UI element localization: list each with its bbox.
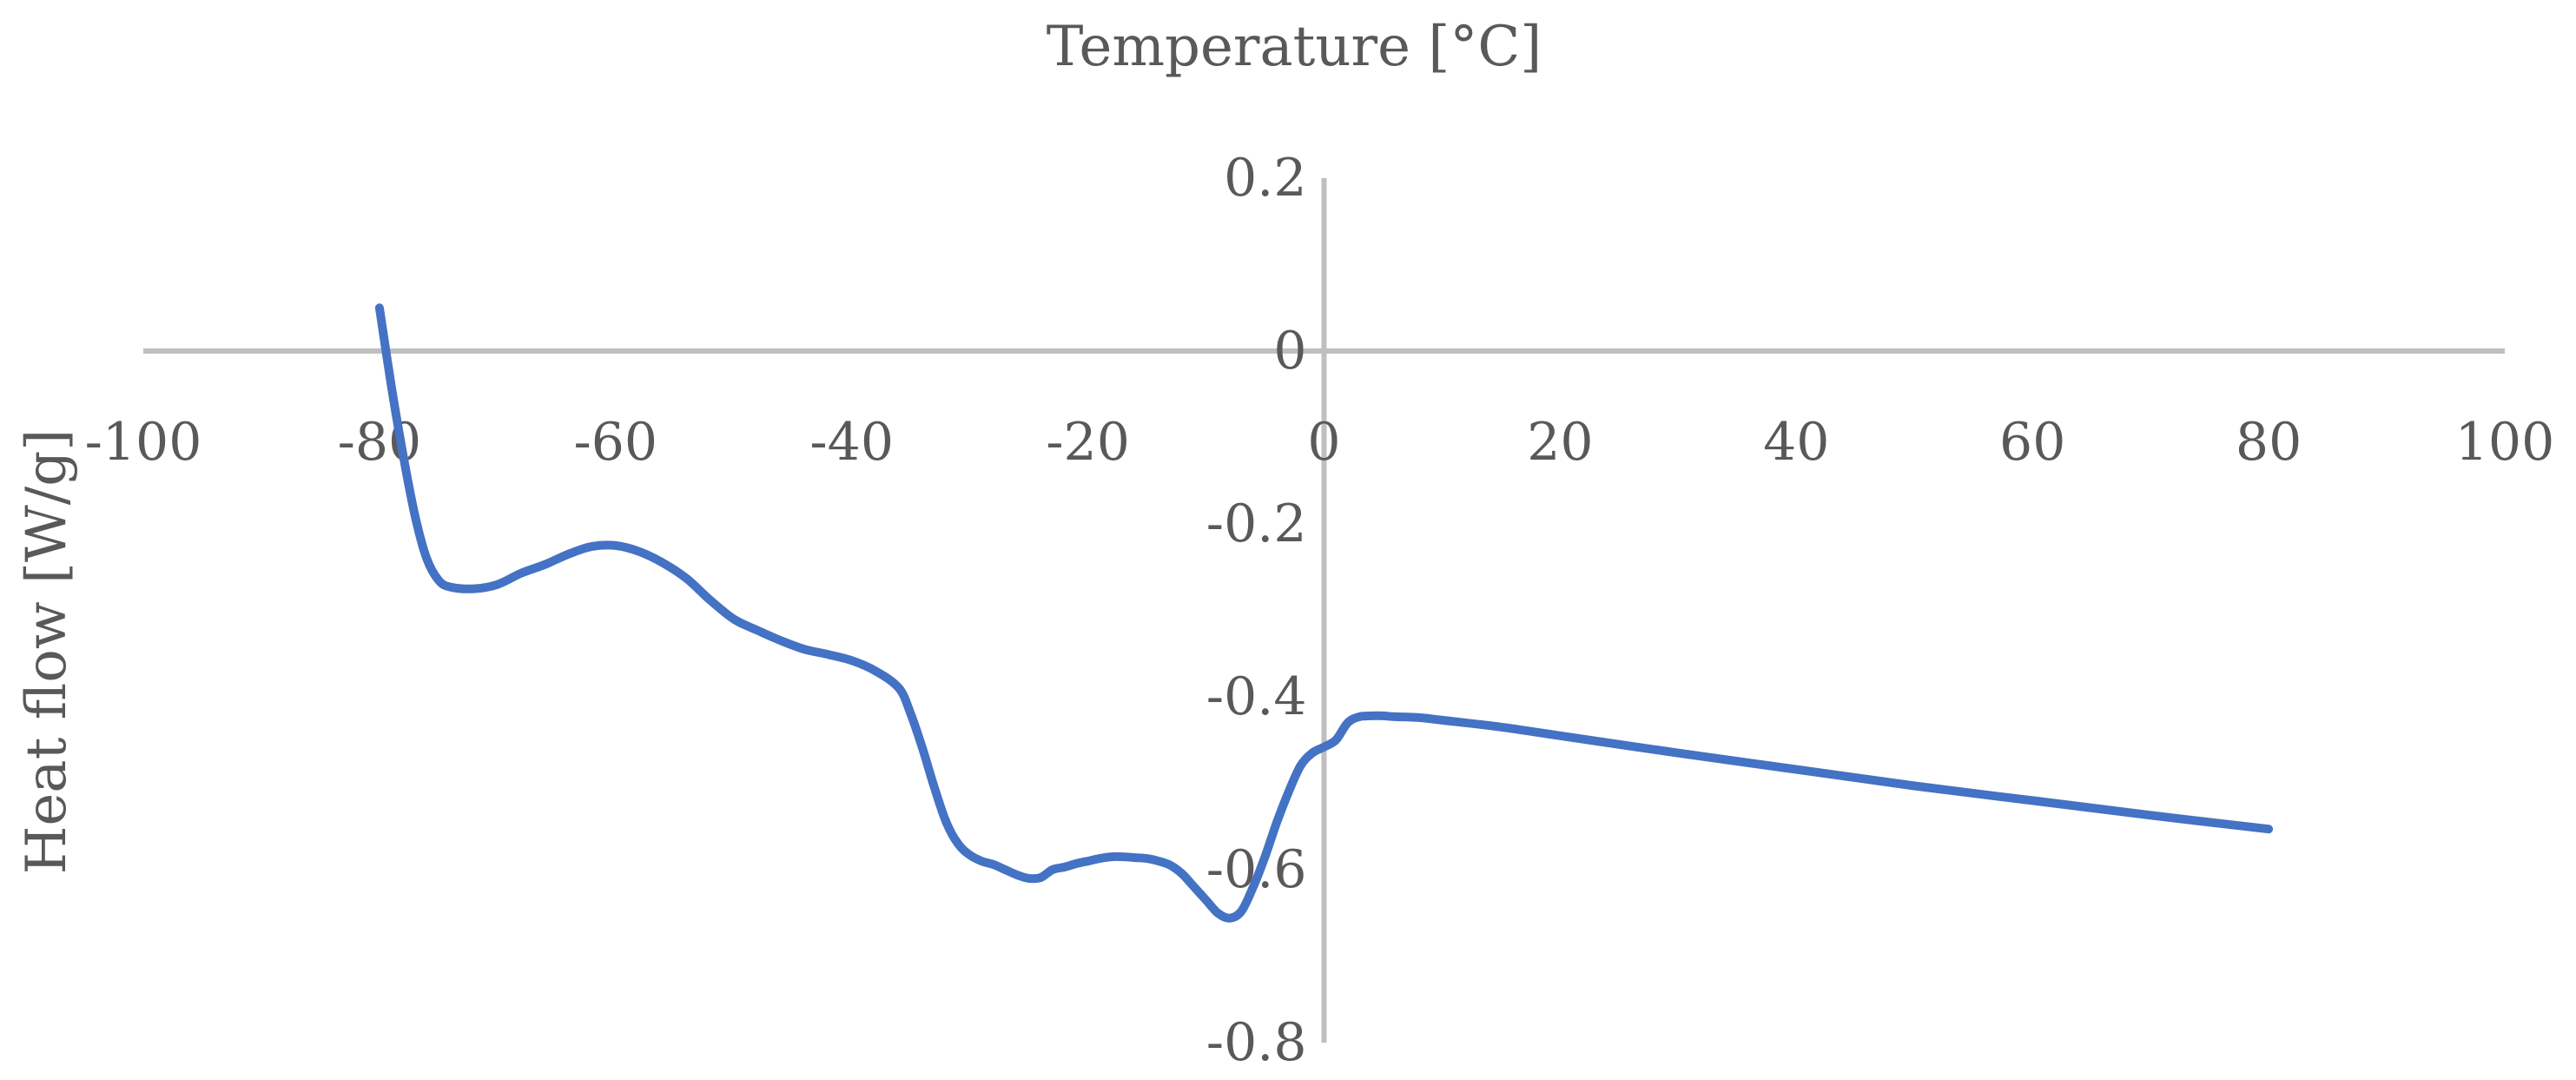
plot-area [374, 303, 2274, 923]
y-tick-label: 0.2 [1224, 148, 1306, 209]
y-tick-label: -0.4 [1206, 666, 1307, 727]
x-tick-label: 100 [2455, 412, 2555, 473]
x-axis-title: Temperature [°C] [1047, 15, 1542, 79]
y-tick-label: 0 [1273, 321, 1306, 381]
x-tick-label: -20 [1046, 412, 1130, 473]
axes [143, 178, 2505, 1043]
series-line [374, 303, 2274, 923]
y-tick-label: -0.2 [1206, 494, 1307, 554]
x-tick-label: -60 [573, 412, 657, 473]
tick-labels: -100 -80 -60 -40 -20 0 20 40 60 80 1000.20-0.2-0.4… [85, 148, 2555, 1073]
x-tick-label: 0 [1307, 412, 1340, 473]
x-tick-label: 60 [1999, 412, 2065, 473]
x-tick-label: -100 [85, 412, 202, 473]
x-tick-label: 20 [1527, 412, 1593, 473]
y-tick-label: -0.8 [1206, 1012, 1307, 1073]
x-tick-label: 40 [1763, 412, 1829, 473]
x-tick-label: 80 [2236, 412, 2302, 473]
y-axis-title: Heat flow [W/g] [15, 429, 79, 875]
x-tick-label: -40 [809, 412, 894, 473]
